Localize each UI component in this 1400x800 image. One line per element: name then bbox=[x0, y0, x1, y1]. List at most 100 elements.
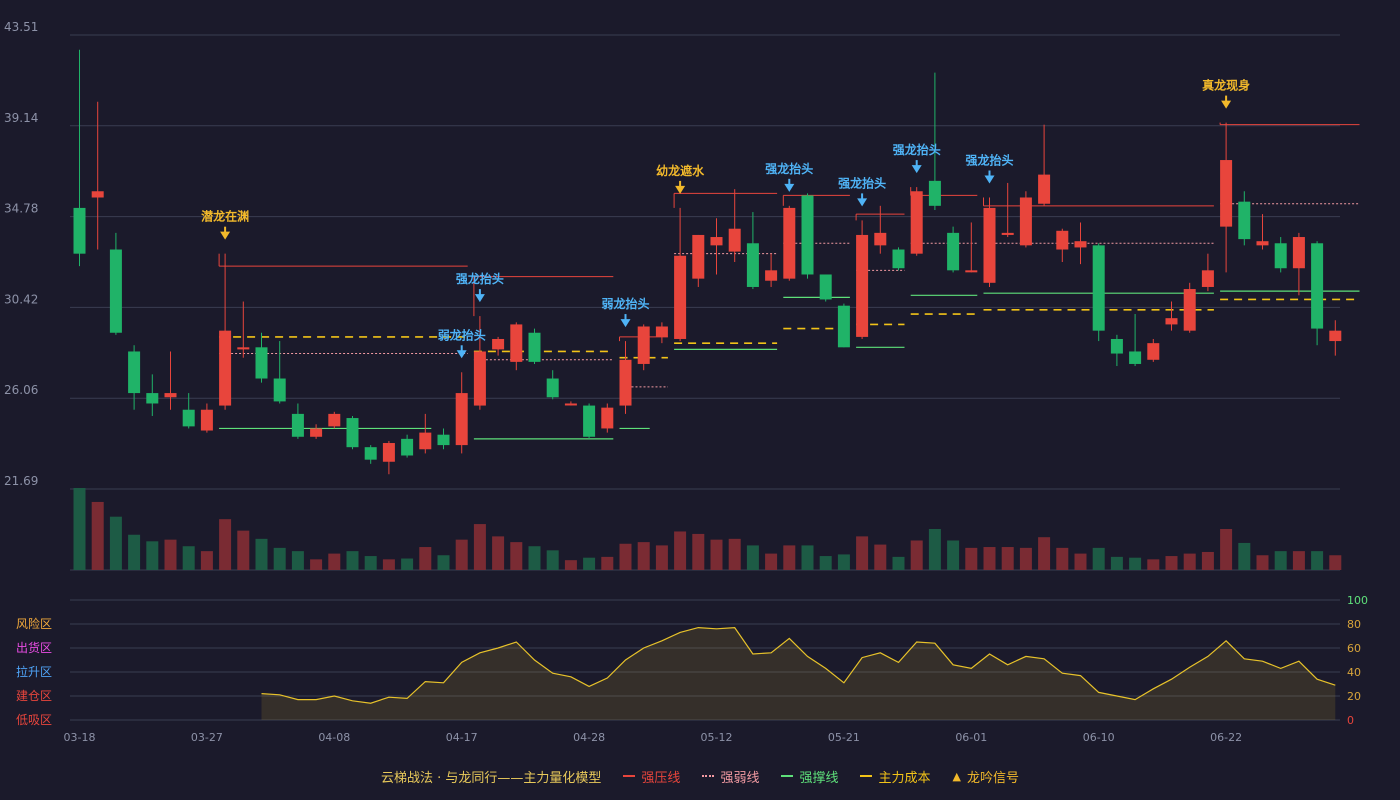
candle-body bbox=[1019, 197, 1032, 246]
volume-bar bbox=[1074, 553, 1087, 570]
volume-bar bbox=[910, 540, 923, 570]
legend-weak-line[interactable]: 强弱线 bbox=[702, 767, 759, 786]
candle-body bbox=[910, 191, 923, 254]
signal-arrow-icon bbox=[911, 165, 922, 174]
grid-lines bbox=[70, 34, 1340, 721]
candle-body bbox=[637, 326, 650, 364]
price-axis: 43.51 39.14 34.78 30.42 26.06 21.69 bbox=[4, 20, 38, 488]
legend-strong-pressure[interactable]: 强压线 bbox=[623, 767, 680, 786]
signal-label: 真龙现身 bbox=[1202, 78, 1250, 93]
volume-bar bbox=[601, 556, 614, 570]
volume-bar bbox=[1056, 547, 1069, 570]
volume-bar bbox=[310, 559, 323, 570]
volume-bar bbox=[1292, 551, 1305, 570]
candle-body bbox=[73, 207, 86, 254]
candle-body bbox=[1092, 245, 1105, 331]
legend-signal[interactable]: ▲ 龙吟信号 bbox=[952, 769, 1019, 786]
oscillator-tick-label: 60 bbox=[1347, 642, 1361, 655]
volume-bar bbox=[1092, 547, 1105, 570]
legend-cost[interactable]: 主力成本 bbox=[860, 767, 930, 786]
signal-label: 强龙抬头 bbox=[838, 175, 886, 190]
candle-body bbox=[874, 232, 887, 246]
oscillator-zone-label: 出货区 bbox=[16, 640, 52, 655]
strong-pressure-swatch bbox=[623, 775, 636, 777]
legend-support[interactable]: 强撑线 bbox=[781, 767, 838, 786]
date-tick-label: 03-27 bbox=[191, 731, 223, 744]
candle-body bbox=[164, 393, 177, 398]
candle-body bbox=[728, 228, 741, 252]
oscillator-zone-label: 风险区 bbox=[16, 616, 52, 631]
volume-bar bbox=[1201, 551, 1214, 570]
candle-body bbox=[1056, 230, 1069, 250]
signal-arrow-icon bbox=[857, 198, 868, 207]
volume-bar bbox=[965, 547, 978, 570]
cost-swatch bbox=[860, 775, 873, 777]
candle-body bbox=[564, 403, 577, 406]
signal-label: 强龙抬头 bbox=[456, 271, 504, 286]
oscillator-area bbox=[261, 627, 1336, 720]
candle-body bbox=[546, 378, 559, 398]
date-tick-label: 05-12 bbox=[701, 731, 733, 744]
candle-body bbox=[801, 195, 814, 275]
candle-body bbox=[692, 234, 705, 279]
date-tick-label: 04-28 bbox=[573, 731, 605, 744]
price-tick-label: 26.06 bbox=[4, 383, 38, 397]
volume-bars bbox=[73, 488, 1342, 570]
volume-bar bbox=[182, 546, 195, 570]
candle-body bbox=[1110, 338, 1123, 354]
oscillator-zone-label: 拉升区 bbox=[16, 664, 52, 679]
volume-bar bbox=[1038, 537, 1051, 570]
volume-bar bbox=[455, 539, 468, 570]
date-tick-label: 06-10 bbox=[1083, 731, 1115, 744]
signal-label: 强龙抬头 bbox=[893, 142, 941, 157]
volume-bar bbox=[801, 545, 814, 570]
volume-bar bbox=[219, 519, 232, 570]
volume-bar bbox=[528, 546, 541, 570]
volume-bar bbox=[710, 539, 723, 570]
volume-bar bbox=[437, 555, 450, 570]
candle-body bbox=[1274, 243, 1287, 269]
candle-body bbox=[255, 347, 268, 379]
volume-bar bbox=[492, 536, 505, 570]
candle-body bbox=[419, 432, 432, 450]
volume-bar bbox=[674, 531, 687, 570]
candle-body bbox=[1038, 174, 1051, 204]
date-tick-label: 06-22 bbox=[1210, 731, 1242, 744]
volume-bar bbox=[419, 547, 432, 570]
volume-bar bbox=[291, 551, 304, 570]
volume-bar bbox=[655, 545, 668, 570]
candle-body bbox=[528, 332, 541, 362]
signal-arrow-icon bbox=[984, 175, 995, 184]
oscillator-zone-label: 建仓区 bbox=[16, 689, 52, 703]
candle-body bbox=[819, 274, 832, 300]
date-axis: 03-18 03-27 04-08 04-17 04-28 05-12 05-21 06-01… bbox=[64, 731, 1243, 744]
volume-bar bbox=[382, 559, 395, 570]
legend-title: 云梯战法 · 与龙同行——主力量化模型 bbox=[381, 770, 602, 786]
support-swatch bbox=[781, 775, 794, 777]
signal-label: 弱龙抬头 bbox=[438, 327, 486, 342]
volume-bar bbox=[728, 538, 741, 570]
volume-bar bbox=[564, 560, 577, 570]
oscillator-tick-label: 100 bbox=[1347, 594, 1368, 607]
candle-body bbox=[401, 438, 414, 456]
signal-arrow-icon bbox=[620, 319, 631, 328]
candle-body bbox=[455, 393, 468, 446]
volume-bar bbox=[1129, 557, 1142, 570]
candle-body bbox=[1129, 351, 1142, 364]
volume-bar bbox=[237, 530, 250, 570]
signal-arrow-icon bbox=[456, 350, 467, 359]
candlesticks bbox=[73, 49, 1342, 475]
candle-body bbox=[601, 407, 614, 429]
volume-bar bbox=[1165, 556, 1178, 570]
signal-label: 幼龙遮水 bbox=[656, 163, 705, 178]
volume-bar bbox=[637, 542, 650, 570]
oscillator-tick-label: 20 bbox=[1347, 690, 1361, 703]
triangle-icon: ▲ bbox=[952, 769, 961, 783]
candle-body bbox=[328, 413, 341, 427]
volume-bar bbox=[1311, 551, 1324, 570]
volume-bar bbox=[983, 547, 996, 570]
signal-label: 强龙抬头 bbox=[965, 152, 1013, 167]
candle-body bbox=[182, 409, 195, 427]
